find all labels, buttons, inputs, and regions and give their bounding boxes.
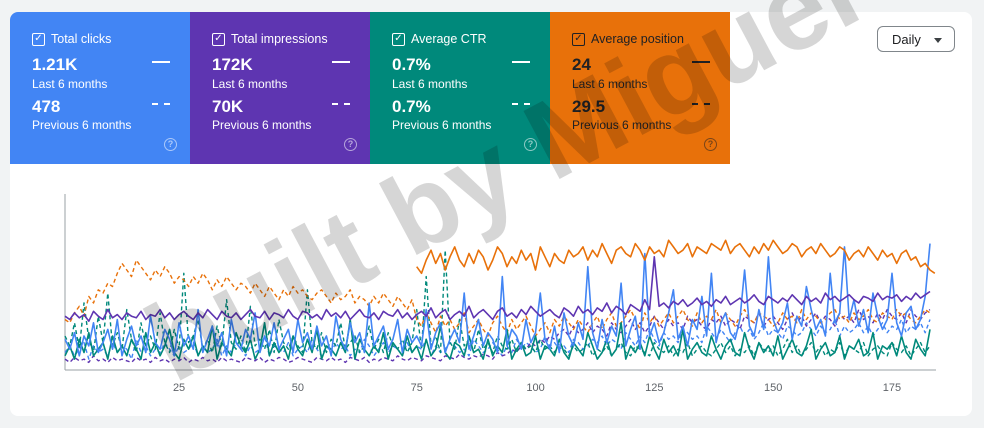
- current-period: Last 6 months: [572, 77, 648, 91]
- previous-period: Previous 6 months: [572, 118, 672, 132]
- card-header: ✓ Average CTR: [392, 32, 487, 46]
- card-label: Total clicks: [51, 32, 112, 46]
- previous-value: 478: [32, 97, 61, 116]
- dashed-line-legend-icon: [512, 103, 530, 105]
- performance-chart: 25 50 75 100 125 150 175: [64, 194, 936, 394]
- solid-line-legend-icon: [512, 61, 530, 63]
- dashed-line-legend-icon: [692, 103, 710, 105]
- current-value: 1.21K: [32, 55, 78, 74]
- current-period: Last 6 months: [212, 77, 288, 91]
- dashed-line-legend-icon: [152, 103, 170, 105]
- card-label: Total impressions: [231, 32, 328, 46]
- solid-line-legend-icon: [152, 61, 170, 63]
- card-header: ✓ Total impressions: [212, 32, 328, 46]
- card-label: Average CTR: [411, 32, 487, 46]
- metric-card-average-ctr[interactable]: ✓ Average CTR 0.7% Last 6 months 0.7% Pr…: [370, 12, 550, 164]
- series-line-average-position-previous-6-months: [64, 259, 931, 337]
- help-icon[interactable]: ?: [344, 138, 357, 151]
- x-tick-label: 50: [292, 382, 304, 394]
- x-tick-label: 25: [173, 382, 185, 394]
- metric-card-total-clicks[interactable]: ✓ Total clicks 1.21K Last 6 months 478 P…: [10, 12, 190, 164]
- current-period: Last 6 months: [32, 77, 108, 91]
- current-value: 24: [572, 55, 591, 74]
- metric-card-average-position[interactable]: ✓ Average position 24 Last 6 months 29.5…: [550, 12, 730, 164]
- metric-card-total-impressions[interactable]: ✓ Total impressions 172K Last 6 months 7…: [190, 12, 370, 164]
- previous-period: Previous 6 months: [212, 118, 312, 132]
- current-period: Last 6 months: [392, 77, 468, 91]
- x-tick-label: 75: [411, 382, 423, 394]
- x-tick-label: 150: [764, 382, 782, 394]
- x-tick-label: 175: [883, 382, 901, 394]
- granularity-dropdown[interactable]: Daily: [877, 26, 955, 52]
- previous-value: 29.5: [572, 97, 606, 116]
- current-value: 172K: [212, 55, 253, 74]
- solid-line-legend-icon: [692, 61, 710, 63]
- caret-down-icon: [934, 38, 942, 43]
- x-tick-label: 125: [645, 382, 663, 394]
- previous-value: 70K: [212, 97, 244, 116]
- solid-line-legend-icon: [332, 61, 350, 63]
- dashed-line-legend-icon: [332, 103, 350, 105]
- current-value: 0.7%: [392, 55, 431, 74]
- series-line-total-impressions-last-6-months: [64, 256, 931, 322]
- help-icon[interactable]: ?: [164, 138, 177, 151]
- series-line-total-clicks-last-6-months: [64, 243, 931, 357]
- checkbox-icon[interactable]: ✓: [212, 32, 225, 46]
- checkbox-icon[interactable]: ✓: [392, 32, 405, 46]
- checkbox-icon[interactable]: ✓: [572, 32, 585, 46]
- previous-period: Previous 6 months: [32, 118, 132, 132]
- checkbox-icon[interactable]: ✓: [32, 32, 45, 46]
- series-line-average-position-last-6-months: [416, 239, 936, 275]
- x-tick-label: 100: [526, 382, 544, 394]
- help-icon[interactable]: ?: [524, 138, 537, 151]
- card-header: ✓ Average position: [572, 32, 684, 46]
- card-label: Average position: [591, 32, 684, 46]
- previous-period: Previous 6 months: [392, 118, 492, 132]
- previous-value: 0.7%: [392, 97, 431, 116]
- help-icon[interactable]: ?: [704, 138, 717, 151]
- performance-panel: ✓ Total clicks 1.21K Last 6 months 478 P…: [10, 12, 972, 416]
- card-header: ✓ Total clicks: [32, 32, 111, 46]
- granularity-selected: Daily: [892, 31, 921, 47]
